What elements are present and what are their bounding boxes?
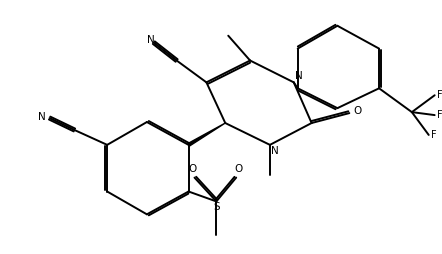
Text: F: F: [431, 130, 437, 140]
Text: F: F: [437, 90, 442, 100]
Text: N: N: [295, 71, 302, 81]
Text: O: O: [234, 164, 242, 174]
Text: O: O: [353, 106, 362, 116]
Text: N: N: [271, 146, 278, 156]
Text: N: N: [38, 112, 46, 122]
Text: N: N: [147, 35, 155, 45]
Text: O: O: [188, 164, 197, 174]
Text: F: F: [437, 110, 442, 120]
Text: S: S: [213, 202, 220, 212]
Polygon shape: [188, 123, 225, 146]
